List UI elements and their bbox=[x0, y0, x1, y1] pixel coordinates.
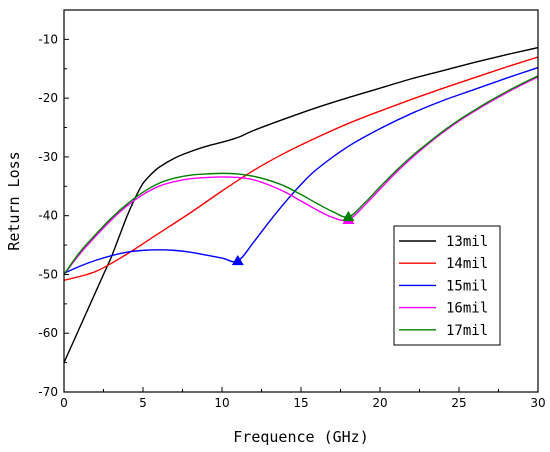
series-line-17mil bbox=[64, 75, 538, 275]
y-tick-label: -70 bbox=[38, 385, 58, 399]
marker-17mil bbox=[342, 210, 355, 222]
y-tick-label: -20 bbox=[38, 91, 58, 105]
legend: 13mil 14mil 15mil 16mil 17mil bbox=[393, 225, 501, 346]
x-tick-label: 25 bbox=[451, 396, 466, 410]
series-line-15mil bbox=[64, 66, 538, 274]
legend-label-16mil: 16mil bbox=[446, 301, 488, 317]
series-layer bbox=[64, 46, 538, 363]
x-tick-label: 20 bbox=[372, 396, 387, 410]
x-tick-label: 10 bbox=[214, 396, 229, 410]
x-tick-label: 30 bbox=[530, 396, 545, 410]
y-tick-label: -30 bbox=[38, 150, 58, 164]
x-tick-label: 5 bbox=[139, 396, 147, 410]
y-tick-label: -40 bbox=[38, 209, 58, 223]
legend-label-14mil: 14mil bbox=[446, 256, 488, 272]
series-line-14mil bbox=[64, 56, 538, 282]
legend-label-17mil: 17mil bbox=[446, 323, 488, 339]
x-tick-label: 15 bbox=[293, 396, 308, 410]
legend-label-15mil: 15mil bbox=[446, 278, 488, 294]
tick-layer: 0 5 10 15 20 25 30 -70 -60 -50 -40 -30 -20 -10 bbox=[38, 9, 546, 410]
x-tick-label: 0 bbox=[60, 396, 68, 410]
series-line-16mil bbox=[64, 76, 538, 275]
marker-layer bbox=[231, 210, 355, 266]
y-axis-label: Return Loss bbox=[5, 151, 23, 250]
y-tick-label: -10 bbox=[38, 32, 58, 46]
x-axis-label: Frequence (GHz) bbox=[233, 428, 368, 446]
legend-label-13mil: 13mil bbox=[446, 234, 488, 250]
marker-15mil bbox=[231, 254, 244, 266]
y-tick-label: -60 bbox=[38, 326, 58, 340]
series-line-13mil bbox=[64, 46, 538, 363]
y-tick-label: -50 bbox=[38, 267, 58, 281]
